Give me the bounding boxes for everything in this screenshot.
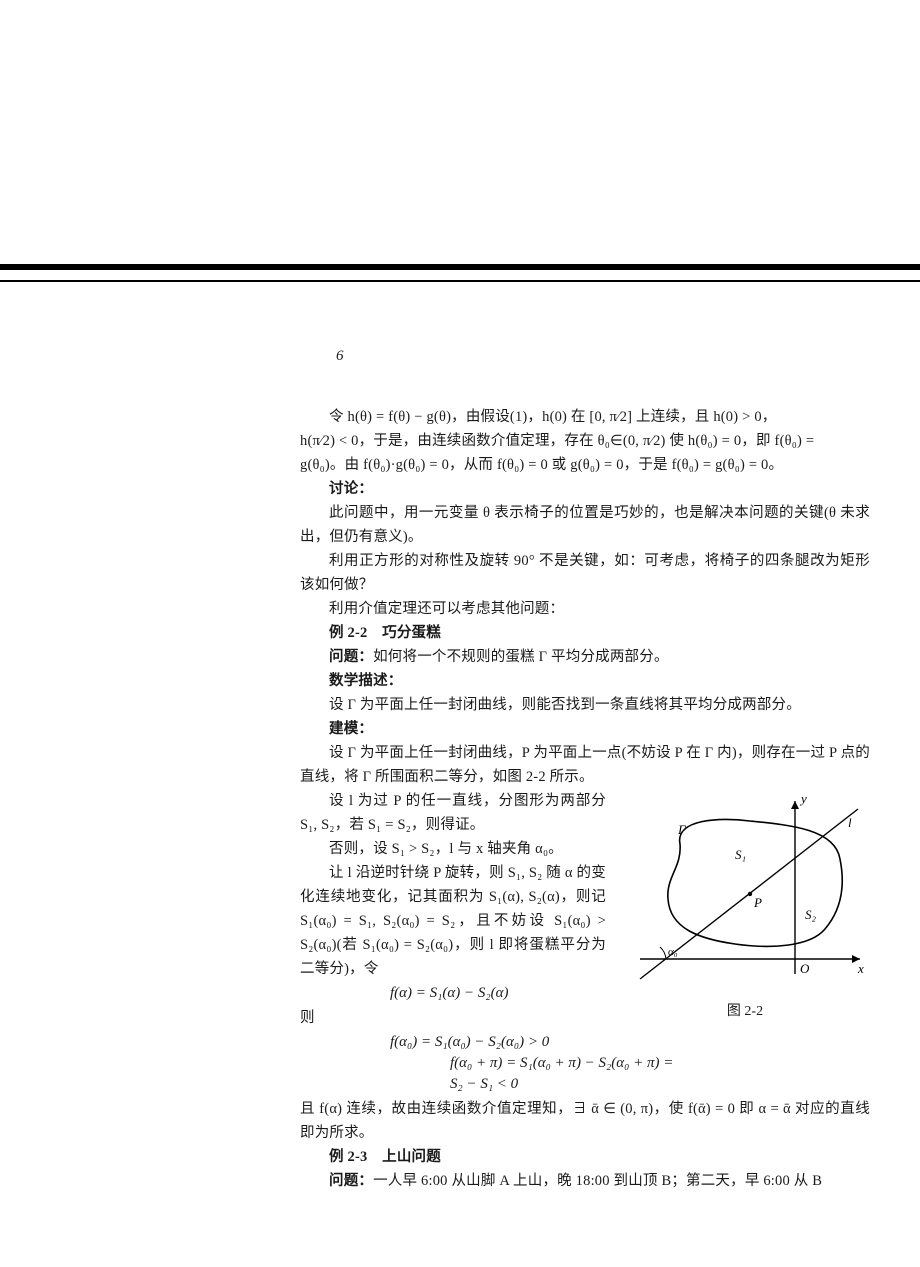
paragraph: 否则，设 S₁ > S₂，l 与 x 轴夹角 α₀。 — [300, 837, 606, 861]
page-root: 6 令 h(θ) = f(θ) − g(θ)，由假设(1)，h(0) 在 [0,… — [0, 0, 920, 1267]
figure-2-2-svg: y x O Γ l P S₁ S₂ — [620, 789, 870, 989]
equation: f(α) = S₁(α) − S₂(α) — [300, 985, 606, 1002]
s1-label: S₁ — [735, 847, 746, 862]
figure-caption: 图 2-2 — [620, 1000, 870, 1020]
label-problem: 问题： — [329, 1173, 373, 1189]
scan-artifact-line-1 — [0, 264, 920, 270]
text: 一人早 6:00 从山脚 A 上山，晚 18:00 到山顶 B；第二天，早 6:… — [373, 1173, 822, 1189]
label-problem: 问题： — [329, 649, 373, 665]
text-column: 6 令 h(θ) = f(θ) − g(θ)，由假设(1)，h(0) 在 [0,… — [300, 348, 870, 1193]
paragraph: 让 l 沿逆时针绕 P 旋转，则 S₁, S₂ 随 α 的变化连续地变化，记其面… — [300, 861, 606, 981]
paragraph: h(π⁄2) < 0，于是，由连续函数介值定理，存在 θ₀∈(0, π⁄2) 使… — [300, 429, 870, 453]
heading-model: 建模： — [300, 717, 870, 741]
scan-artifact-line-2 — [0, 280, 920, 282]
paragraph: 问题：如何将一个不规则的蛋糕 Γ 平均分成两部分。 — [300, 645, 870, 669]
paragraph: 则 — [300, 1006, 606, 1030]
line-l-label: l — [848, 815, 852, 830]
heading-discussion: 讨论： — [300, 477, 870, 501]
paragraph: 设 l 为过 P 的任一直线，分图形为两部分 S₁, S₂，若 S₁ = S₂，… — [300, 789, 606, 837]
paragraph: 且 f(α) 连续，故由连续函数介值定理知，∃ ᾱ ∈ (0, π)，使 f(ᾱ… — [300, 1097, 870, 1145]
equation: S₂ − S₁ < 0 — [300, 1076, 870, 1093]
column-text: 设 l 为过 P 的任一直线，分图形为两部分 S₁, S₂，若 S₁ = S₂，… — [300, 789, 606, 1030]
paragraph: 利用介值定理还可以考虑其他问题： — [300, 597, 870, 621]
paragraph: 问题：一人早 6:00 从山脚 A 上山，晚 18:00 到山顶 B；第二天，早… — [300, 1169, 870, 1193]
paragraph: 设 Γ 为平面上任一封闭曲线，P 为平面上一点(不妨设 P 在 Γ 内)，则存在… — [300, 741, 870, 789]
alpha0-label: α₀ — [668, 946, 678, 958]
gamma-label: Γ — [677, 822, 686, 837]
paragraph: 利用正方形的对称性及旋转 90° 不是关键，如：可考虑，将椅子的四条腿改为矩形该… — [300, 549, 870, 597]
paragraph: g(θ₀)。由 f(θ₀)·g(θ₀) = 0，从而 f(θ₀) = 0 或 g… — [300, 453, 870, 477]
paragraph: 此问题中，用一元变量 θ 表示椅子的位置是巧妙的，也是解决本问题的关键(θ 未求… — [300, 501, 870, 549]
heading-math-desc: 数学描述： — [300, 669, 870, 693]
two-column-region: 设 l 为过 P 的任一直线，分图形为两部分 S₁, S₂，若 S₁ = S₂，… — [300, 789, 870, 1030]
s2-label: S₂ — [805, 907, 817, 922]
origin-label: O — [800, 961, 810, 976]
paragraph: 令 h(θ) = f(θ) − g(θ)，由假设(1)，h(0) 在 [0, π… — [300, 405, 870, 429]
page-number: 6 — [336, 348, 870, 365]
axis-label-x: x — [857, 961, 864, 976]
point-p-label: P — [753, 895, 762, 910]
axis-label-y: y — [799, 791, 807, 806]
heading-example-2-2: 例 2-2 巧分蛋糕 — [300, 621, 870, 645]
equation: f(α₀ + π) = S₁(α₀ + π) − S₂(α₀ + π) = — [300, 1055, 870, 1072]
text: 如何将一个不规则的蛋糕 Γ 平均分成两部分。 — [373, 649, 669, 665]
column-figure: y x O Γ l P S₁ S₂ — [620, 789, 870, 1020]
equation: f(α₀) = S₁(α₀) − S₂(α₀) > 0 — [300, 1034, 870, 1051]
heading-example-2-3: 例 2-3 上山问题 — [300, 1145, 870, 1169]
paragraph: 设 Γ 为平面上任一封闭曲线，则能否找到一条直线将其平均分成两部分。 — [300, 693, 870, 717]
